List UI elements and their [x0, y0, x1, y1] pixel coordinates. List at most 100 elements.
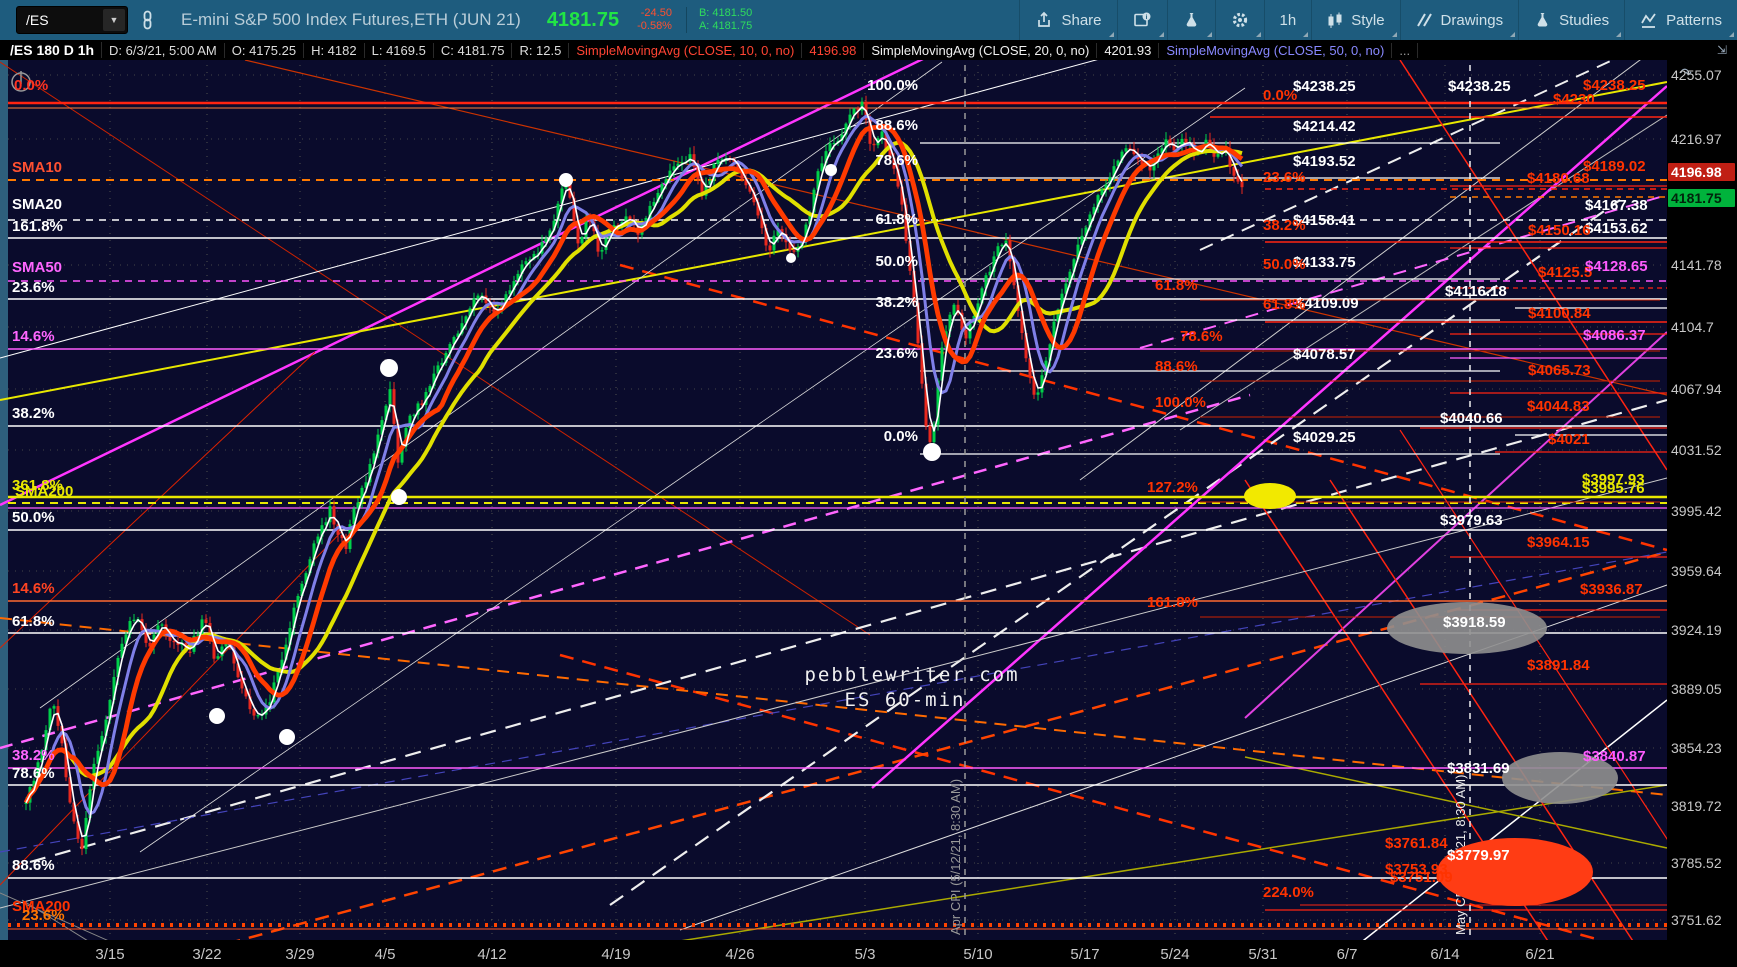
candle-body — [820, 163, 824, 172]
candle-body — [824, 151, 828, 164]
study-sma10-label[interactable]: SimpleMovingAvg (CLOSE, 10, 0, no) — [569, 42, 803, 58]
price-badge — [1668, 163, 1735, 181]
candle-body — [196, 634, 200, 636]
price-label: $4100.84 — [1528, 305, 1591, 322]
study-sma20-label[interactable]: SimpleMovingAvg (CLOSE, 20, 0, no) — [864, 42, 1098, 58]
watermark-line2: ES 60-min — [845, 689, 966, 711]
symbol-input[interactable]: /ES ▼ — [16, 6, 128, 34]
candle-body — [860, 101, 864, 111]
candle-body — [788, 242, 792, 251]
candle-body — [464, 316, 468, 324]
share-button[interactable]: Share — [1019, 0, 1116, 40]
timeframe-button[interactable]: 1h — [1263, 0, 1312, 40]
study-sma50-label[interactable]: SimpleMovingAvg (CLOSE, 50, 0, no) — [1159, 42, 1393, 58]
ohlc-date: D: 6/3/21, 5:00 AM — [102, 42, 225, 58]
highlight-ellipse — [1387, 602, 1547, 654]
candle-body — [628, 216, 632, 221]
price-label: $4150.16 — [1528, 222, 1591, 239]
watermark-line1: pebblewriter.com — [804, 664, 1019, 686]
candle-body — [328, 506, 332, 523]
candle-body — [740, 171, 744, 179]
page-info-icon: i — [1133, 11, 1152, 29]
candlestick-icon — [1327, 12, 1343, 29]
symbol-dropdown-caret[interactable]: ▼ — [103, 9, 125, 31]
chart-symbol-timeframe[interactable]: /ES 180 D 1h — [0, 42, 103, 58]
candle-body — [984, 275, 988, 289]
date-label: 3/15 — [95, 946, 124, 963]
fib-left-label: 38.2% — [12, 405, 55, 422]
chart-describe-button[interactable]: i — [1116, 0, 1167, 40]
candle-body — [48, 708, 52, 731]
price-label: 38.2% — [1263, 217, 1306, 234]
scale-value: 4104.7 — [1671, 319, 1714, 335]
fib-left-label: SMA200 — [15, 483, 73, 500]
highlight-ellipse — [1437, 838, 1593, 906]
candle-body — [612, 225, 616, 229]
link-icon[interactable] — [140, 10, 155, 30]
date-label: 6/21 — [1525, 946, 1554, 963]
drawings-label: Drawings — [1440, 11, 1504, 29]
annotation-shapes — [209, 164, 1618, 906]
fib-left-label: 361.8% — [12, 477, 63, 494]
scale-value: 4067.94 — [1671, 381, 1722, 397]
trend-line — [1244, 331, 1668, 719]
patterns-button[interactable]: Patterns — [1624, 0, 1737, 40]
candle-body — [316, 536, 320, 544]
studies-button[interactable]: Studies — [1518, 0, 1624, 40]
study-sma20-value: 4201.93 — [1097, 42, 1160, 58]
scale-value: 3819.72 — [1671, 798, 1722, 814]
drawings-button[interactable]: Drawings — [1399, 0, 1519, 40]
candle-body — [720, 159, 724, 161]
time-scale[interactable]: 3/15 3/22 3/29 4/5 4/12 4/19 4/26 5/3 5/10 5/17 5/… — [0, 940, 1737, 967]
candle-body — [220, 646, 224, 657]
header-collapse-icon[interactable]: ⇲ — [1716, 43, 1727, 57]
pivot-ball — [825, 164, 837, 176]
price-label: $4238.25 — [1293, 78, 1356, 95]
candle-body — [108, 699, 112, 720]
candle-body — [292, 607, 296, 628]
scale-reset-icon: ↷ — [1680, 65, 1692, 81]
symbol-value[interactable]: /ES — [26, 12, 49, 28]
candle-body — [840, 134, 844, 141]
candle-body — [36, 762, 40, 781]
price-scale[interactable]: ↷4255.07 4216.97 4141.78 4104.7 4067.94 4031.… — [1667, 60, 1737, 967]
trend-line — [0, 60, 924, 507]
trend-line — [559, 653, 1601, 942]
date-label: 5/24 — [1160, 946, 1189, 963]
candle-body — [828, 143, 832, 152]
candle-body — [1232, 166, 1236, 176]
style-button[interactable]: Style — [1311, 0, 1399, 40]
scale-value: 3959.64 — [1671, 563, 1722, 579]
fib-mid-label: 50.0% — [875, 253, 918, 270]
date-label: 5/17 — [1070, 946, 1099, 963]
study-overflow-ellipsis[interactable]: ... — [1392, 42, 1419, 58]
candle-body — [208, 622, 212, 638]
candle-body — [476, 295, 480, 299]
candle-body — [460, 323, 464, 334]
price-change: -24.50 -0.58% — [637, 7, 672, 33]
candle-body — [340, 534, 344, 539]
instrument-title: E-mini S&P 500 Index Futures,ETH (JUN 21… — [181, 10, 521, 29]
date-label: 4/19 — [601, 946, 630, 963]
candle-body — [232, 647, 236, 664]
share-label: Share — [1061, 11, 1102, 29]
candle-body — [268, 702, 272, 706]
price-label: $4044.83 — [1527, 398, 1590, 415]
candle-body — [508, 290, 512, 295]
scale-value: 3889.05 — [1671, 681, 1722, 697]
candle-body — [76, 821, 80, 839]
candle-body — [492, 307, 496, 315]
trend-line — [1329, 479, 1651, 967]
candle-body — [116, 657, 120, 677]
candle-body — [644, 217, 648, 223]
price-label: $3997.93 — [1582, 471, 1645, 488]
candle-body — [584, 221, 588, 238]
settings-button[interactable] — [1214, 0, 1264, 40]
candle-body — [24, 802, 28, 804]
tests-button[interactable] — [1166, 0, 1215, 40]
chart-canvas[interactable]: Apr CPI (5/12/21, 8:30 AM)May CPI (6/10/… — [0, 60, 1737, 967]
candle-body — [1180, 138, 1184, 147]
candle-body — [456, 333, 460, 338]
candle-body — [916, 302, 920, 344]
scale-value: 3995.42 — [1671, 503, 1722, 519]
